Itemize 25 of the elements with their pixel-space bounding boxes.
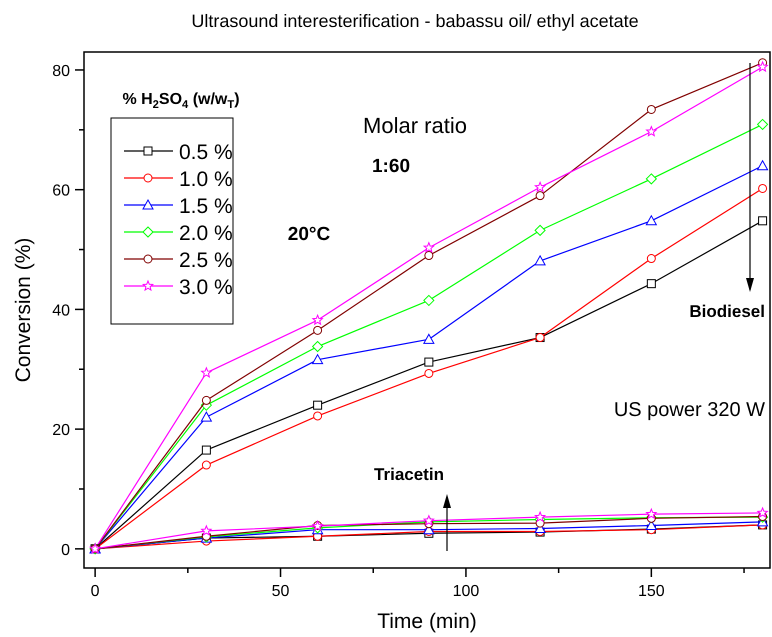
chart-title: Ultrasound interesterification - babassu oil/ ethyl acetate [191,11,639,31]
legend-title: % H$_{2}$SO$_{4}$ (w/w$_{T}$) [122,91,240,111]
annotation: Molar ratio [363,113,467,138]
x-tick-label: 50 [272,583,290,600]
legend-label: 3.0 % [179,276,233,299]
legend-label: 2.0 % [179,222,233,245]
legend-label: 1.5 % [179,195,233,218]
annotation: 1:60 [372,156,410,177]
x-tick-label: 150 [638,583,665,600]
annotation: US power 320 W [614,399,766,421]
y-tick-label: 20 [52,422,70,440]
annotation: 20°C [288,224,331,245]
legend-label: 1.0 % [179,168,233,191]
y-tick-label: 80 [52,62,70,80]
x-tick-label: 100 [452,583,480,600]
y-tick-label: 40 [52,302,70,320]
x-tick-label: 0 [90,583,100,600]
legend-label: 0.5 % [179,141,233,164]
y-axis-title: Conversion (%) [12,238,35,382]
annotation: Triacetin [374,465,444,484]
y-tick-label: 60 [52,182,70,200]
x-axis-title: Time (min) [377,610,477,633]
annotation: Biodiesel [689,302,765,321]
y-tick-label: 0 [61,542,70,559]
legend-label: 2.5 % [179,249,233,272]
